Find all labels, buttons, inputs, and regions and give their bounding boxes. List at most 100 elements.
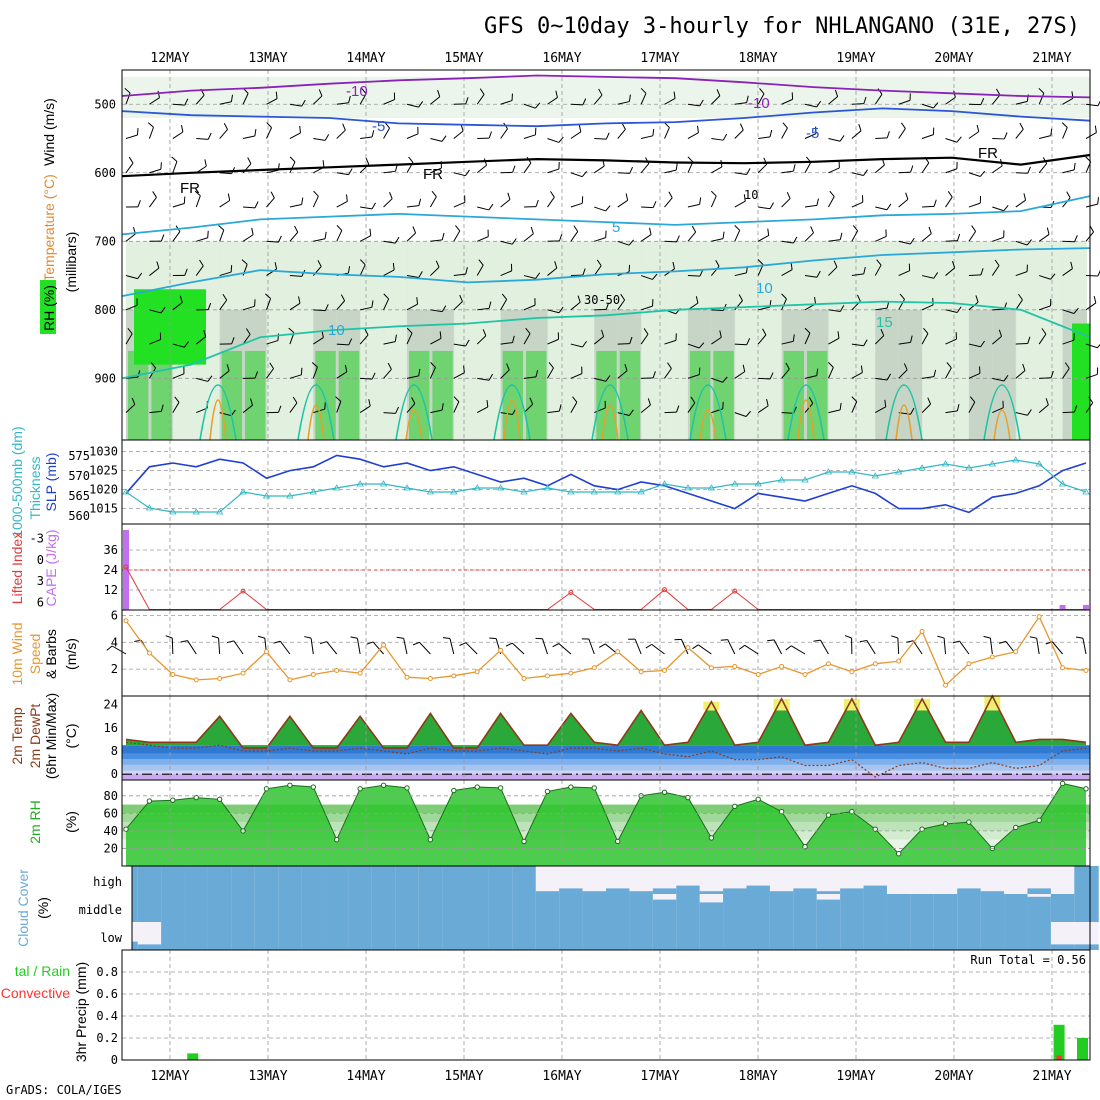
upper-wind-barb-flag: [652, 128, 655, 136]
upper-wind-barb-flag: [529, 397, 534, 405]
cloud-cell: [207, 894, 233, 922]
upper-wind-barb-flag: [722, 376, 728, 383]
upper-wind-barb-flag: [722, 231, 725, 239]
upper-wind-barb-flag: [152, 191, 157, 198]
upper-wind-barb: [687, 275, 700, 277]
upper-wind-barb: [711, 95, 721, 105]
wind-speed-point: [170, 672, 176, 677]
upper-wind-barb-flag: [858, 124, 862, 131]
upper-wind-barb-flag: [459, 294, 463, 302]
rh-bright-cell: [1072, 323, 1090, 440]
upper-wind-barb-flag: [335, 396, 342, 402]
wind10m-panel: 2 4 6: [106, 608, 1091, 697]
upper-wind-barb-flag: [863, 339, 868, 346]
upper-wind-barb-flag: [649, 227, 652, 235]
upper-wind-barb-flag: [137, 200, 141, 208]
surface-wind-barb: [989, 638, 993, 655]
date-label-bottom: 16MAY: [542, 1069, 581, 1084]
rh-light-cell: [360, 241, 385, 440]
upper-wind-barb: [289, 231, 299, 242]
upper-wind-barb-flag: [313, 190, 319, 197]
upper-wind-barb: [195, 94, 205, 105]
upper-wind-barb: [336, 401, 342, 413]
li-tick-label: 6: [37, 595, 44, 609]
upper-wind-barb: [453, 172, 466, 177]
upper-wind-barb: [828, 409, 841, 414]
cloud-cell: [488, 866, 514, 894]
upper-wind-barb-flag: [230, 94, 234, 102]
cloud-clear-cell: [1004, 866, 1029, 894]
surface-teal-contour: [983, 384, 1021, 441]
upper-wind-barb: [664, 240, 677, 243]
rh-point: [474, 784, 480, 790]
upper-wind-barb: [149, 267, 160, 276]
upper-wind-barb-flag: [512, 335, 515, 343]
cloud-cell: [535, 922, 561, 950]
cloud-cell: [793, 888, 818, 894]
upper-wind-barb-flag: [530, 226, 534, 234]
slp-tick-label: 1030: [89, 445, 118, 459]
upper-wind-barb-flag: [1073, 307, 1079, 314]
upper-wind-barb-flag: [301, 99, 306, 107]
upper-wind-barb-flag: [946, 362, 952, 369]
upper-wind-barb-flag: [1097, 270, 1100, 277]
upper-wind-barb: [640, 163, 650, 174]
upper-wind-barb: [312, 366, 318, 379]
upper-wind-barb: [547, 338, 559, 345]
upper-wind-barb-flag: [488, 131, 492, 139]
upper-wind-barb: [289, 103, 302, 107]
thickness-point: [637, 488, 645, 495]
upper-wind-barb-flag: [743, 194, 746, 202]
surface-teal-contour: [885, 384, 923, 441]
upper-wind-barb-flag: [348, 95, 351, 103]
thickness-tick-label: 570: [68, 469, 90, 483]
upper-wind-barb-flag: [346, 194, 348, 202]
wind-speed-point: [919, 629, 925, 634]
upper-wind-barb-flag: [171, 156, 178, 162]
upper-wind-barb: [1085, 343, 1098, 349]
upper-wind-barb: [125, 376, 138, 379]
rh-green-cell: [526, 350, 547, 440]
cloud-label: Cloud Cover: [15, 869, 31, 947]
upper-wind-barb-flag: [1073, 162, 1076, 170]
upper-wind-barb-flag: [441, 403, 444, 411]
upper-wind-barb: [477, 307, 490, 311]
upper-wind-barb: [125, 404, 136, 413]
upper-wind-barb: [476, 164, 487, 174]
rh-light-cell: [641, 241, 666, 440]
cloud-cell: [1004, 922, 1029, 950]
surface-wind-barb-flag: [999, 640, 1007, 644]
wind-speed-point: [334, 667, 340, 673]
upper-wind-barb: [968, 172, 981, 177]
thickness-point: [801, 476, 809, 483]
upper-wind-barb-flag: [605, 375, 611, 382]
pressure-tick-label: 800: [94, 303, 116, 317]
upper-wind-barb-flag: [793, 236, 798, 244]
surface-wind-barb-flag: [598, 643, 606, 648]
rh-legend-swatch: [40, 280, 56, 334]
upper-wind-barb-flag: [767, 228, 770, 236]
upper-wind-barb: [875, 307, 888, 311]
rh2m-label: 2m RH: [27, 800, 43, 844]
rh-point: [334, 836, 340, 843]
upper-wind-barb-flag: [384, 122, 390, 129]
upper-wind-barb: [781, 269, 793, 276]
surface-wind-barb: [697, 644, 712, 655]
wind-speed-point: [685, 645, 691, 651]
date-label-bottom: 21MAY: [1032, 1069, 1071, 1084]
upper-wind-barb: [1015, 412, 1028, 416]
rh2m-panel: 20 40 60 80: [104, 779, 1091, 867]
wind-speed-point: [1036, 614, 1042, 620]
cloud-cell: [418, 922, 444, 950]
pressure-tick-label: 900: [94, 371, 116, 385]
rh-point: [310, 784, 317, 790]
upper-wind-barb-flag: [184, 268, 188, 276]
cloud-cell: [746, 922, 771, 950]
upper-wind-barb: [523, 275, 536, 279]
upper-wind-barb: [195, 265, 204, 276]
upper-wind-barb-flag: [628, 94, 631, 102]
li-point: [240, 588, 246, 594]
rh-light-cell: [1015, 241, 1041, 440]
upper-wind-barb: [570, 301, 581, 311]
upper-wind-barb: [593, 94, 603, 105]
